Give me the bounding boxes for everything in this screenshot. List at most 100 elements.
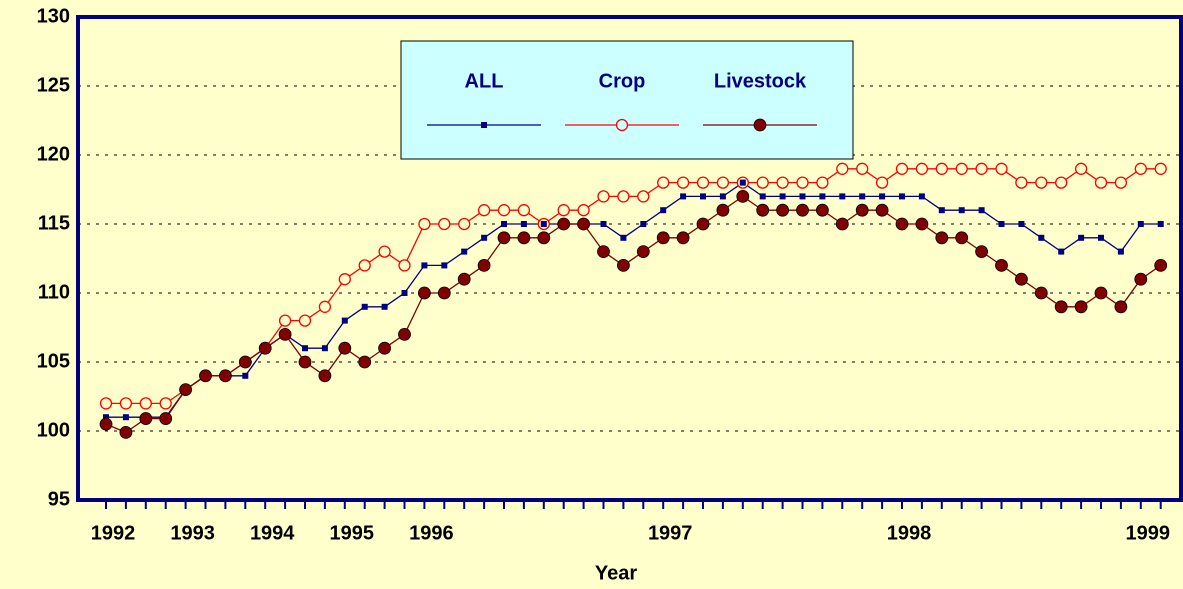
data-point [1117,248,1124,255]
data-point [915,217,929,231]
data-point [139,397,152,410]
data-point [1035,176,1048,189]
data-point [457,272,471,286]
data-point [879,193,886,200]
x-tick-label: 1992 [91,522,136,544]
data-point [895,217,909,231]
data-point [540,221,547,227]
legend: ALL Crop Livestock [400,40,854,160]
data-point [1094,286,1108,300]
data-point [577,217,590,231]
data-point [437,286,451,300]
data-point [1054,300,1068,314]
data-point [497,204,511,217]
data-point [338,273,351,286]
data-point [1074,162,1088,175]
data-point [676,231,690,245]
legend-label: Crop [599,70,646,92]
data-point [238,355,252,369]
data-point [302,345,308,352]
data-point [517,231,531,245]
data-point [617,258,630,272]
data-point [418,217,431,231]
data-point [242,372,249,379]
data-point [461,248,468,255]
data-point [361,303,368,310]
data-point [819,193,826,200]
y-tick-label: 120 [37,143,70,165]
data-point [918,193,925,200]
data-point [99,417,113,431]
y-tick-label: 100 [37,419,70,441]
data-point [119,397,133,410]
data-point [557,217,571,231]
y-tick-label: 130 [37,5,70,27]
data-point [617,190,630,203]
data-point [458,217,471,231]
data-point [1098,234,1104,241]
data-point [875,203,889,217]
data-point [358,259,371,272]
data-point [736,189,750,203]
data-point [421,262,428,269]
data-point [298,355,312,369]
x-tick-label: 1995 [330,522,375,544]
data-point [938,207,945,214]
data-point [935,162,948,175]
data-point [899,193,905,200]
legend-label: Livestock [714,70,807,92]
legend-marker [615,118,629,132]
data-point [995,162,1008,175]
data-point [258,341,272,355]
data-point [816,203,829,217]
data-point [321,345,328,352]
data-point [1134,272,1148,286]
legend-box [400,40,854,160]
data-point [915,162,929,175]
data-point [975,162,988,175]
data-point [779,193,786,200]
data-point [338,341,352,355]
data-point [657,176,670,189]
data-point [341,317,348,324]
data-point [636,245,650,259]
data-point [676,176,690,189]
data-point [1137,221,1144,227]
data-point [1134,162,1147,175]
data-point [119,425,133,439]
data-point [378,245,391,258]
data-point [656,231,670,245]
data-point [318,300,332,313]
data-point [958,207,965,214]
data-point [1154,162,1167,175]
data-point [776,176,789,189]
y-tick-label: 115 [38,212,70,234]
x-axis-title: Year [595,562,637,584]
data-point [417,286,431,300]
data-point [796,203,809,217]
data-point [1055,176,1068,189]
data-point [159,397,172,410]
legend-label: ALL [465,70,504,92]
data-point [836,162,849,175]
y-tick-label: 105 [37,350,70,372]
data-point [835,217,849,231]
data-point [796,176,809,189]
x-tick-label: 1994 [250,522,295,544]
data-point [816,176,829,189]
data-point [1015,272,1028,286]
data-point [103,414,109,421]
data-point [298,314,312,327]
data-point [381,303,388,310]
data-point [856,162,869,175]
legend-marker [753,118,767,132]
x-tick-label: 1999 [1126,522,1171,544]
data-point [378,341,392,355]
data-point [318,369,332,383]
data-point [855,203,869,217]
data-point [1078,234,1085,241]
data-point [995,258,1008,272]
data-point [1058,248,1065,255]
data-point [218,369,232,383]
data-point [577,204,590,217]
